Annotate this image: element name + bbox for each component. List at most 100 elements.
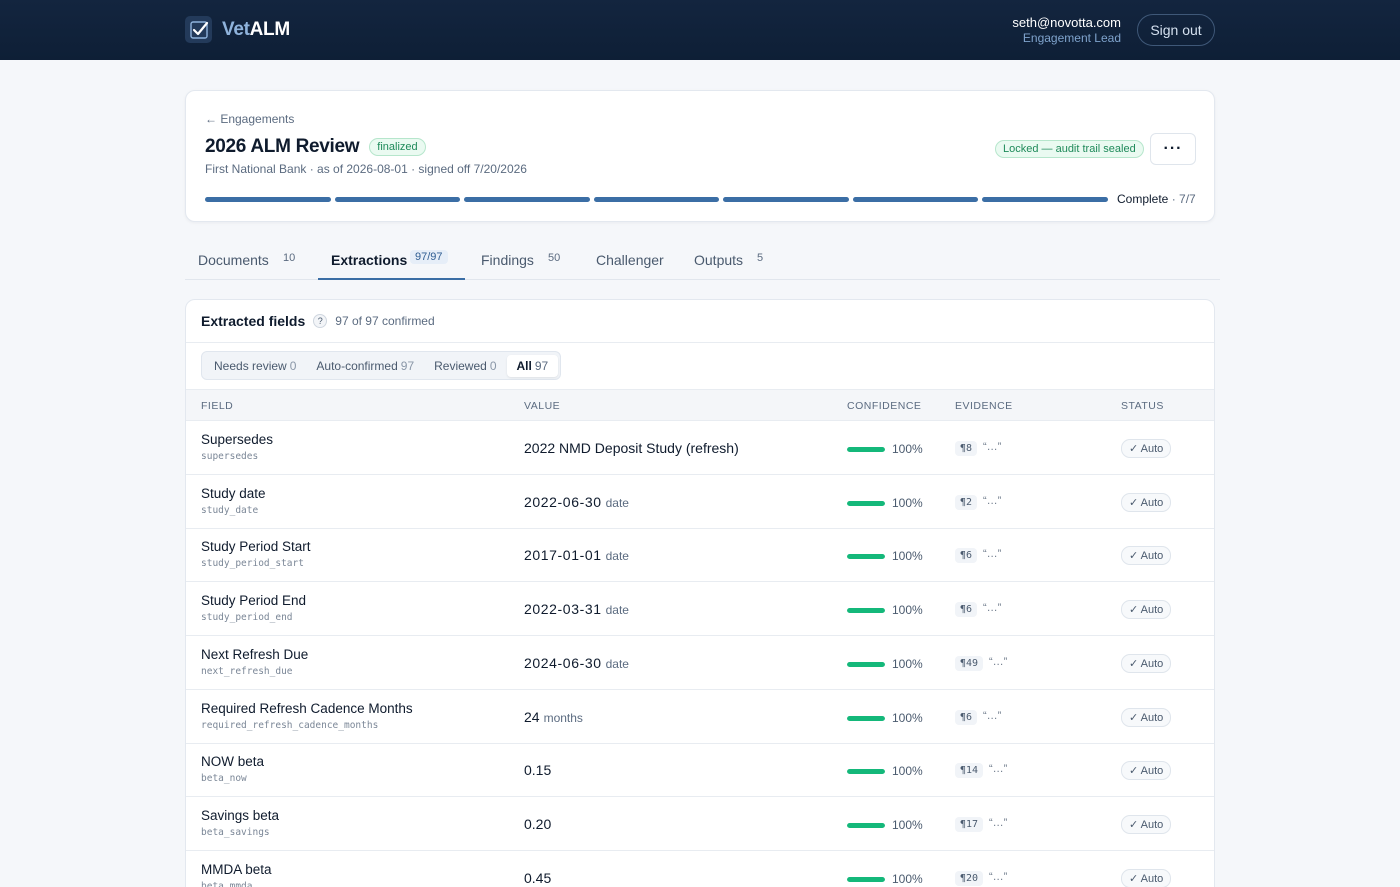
field-value-text: 2022-06-30 — [524, 493, 602, 510]
more-options-button[interactable]: ··· — [1150, 133, 1196, 165]
filter-needs-review[interactable]: Needs review 0 — [214, 358, 297, 373]
evidence-quote[interactable]: “…” — [989, 816, 1008, 829]
field-name: NOW beta — [201, 754, 265, 770]
table-row[interactable]: Savings beta beta_savings 0.20 100% ¶17 “…” ✓ … — [186, 797, 1214, 851]
field-value[interactable]: 0.20 — [524, 816, 555, 832]
field-key: supersedes — [201, 451, 259, 462]
evidence-quote[interactable]: “…” — [989, 655, 1008, 668]
table-header: FIELD VALUE CONFIDENCE EVIDENCE STATUS — [186, 389, 1214, 421]
breadcrumb-engagements[interactable]: ← Engagements — [205, 112, 295, 126]
tab-outputs[interactable]: Outputs 5 — [694, 252, 764, 268]
field-value[interactable]: 0.45 — [524, 870, 555, 886]
field-value[interactable]: 24 months — [524, 709, 583, 725]
evidence-quote[interactable]: “…” — [983, 441, 1002, 453]
help-icon[interactable]: ? — [313, 314, 328, 328]
evidence-quote[interactable]: “…” — [989, 870, 1008, 883]
evidence-paragraph-link[interactable]: ¶6 — [955, 548, 978, 564]
confidence-bar — [847, 769, 885, 775]
field-key: required_refresh_cadence_months — [201, 719, 379, 731]
column-header-evidence[interactable]: EVIDENCE — [955, 400, 1013, 412]
evidence-quote[interactable]: “…” — [989, 763, 1008, 776]
confidence-percent: 100% — [892, 764, 923, 779]
field-value[interactable]: 2024-06-30 date — [524, 655, 629, 671]
table-row[interactable]: MMDA beta beta_mmda 0.45 100% ¶20 “…” ✓ Auto — [186, 851, 1214, 887]
confidence-percent: 100% — [892, 603, 923, 618]
column-header-confidence[interactable]: CONFIDENCE — [847, 400, 922, 412]
evidence-paragraph-link[interactable]: ¶14 — [955, 763, 984, 779]
status-badge[interactable]: ✓ Auto — [1121, 439, 1172, 458]
filter-reviewed[interactable]: Reviewed 0 — [434, 358, 497, 373]
field-key: study_date — [201, 504, 259, 516]
evidence-paragraph-link[interactable]: ¶20 — [955, 870, 984, 886]
sign-out-button[interactable]: Sign out — [1137, 14, 1215, 46]
evidence-paragraph-link[interactable]: ¶49 — [955, 655, 984, 671]
field-key: beta_now — [201, 773, 247, 785]
field-value[interactable]: 0.15 — [524, 762, 555, 778]
tab-challenger[interactable]: Challenger — [596, 252, 664, 268]
field-key: beta_savings — [201, 826, 270, 838]
evidence-quote[interactable]: “…” — [983, 602, 1002, 615]
status-badge[interactable]: ✓ Auto — [1121, 600, 1172, 620]
filter-all[interactable]: All 97 — [506, 354, 559, 377]
confidence-bar-fill — [847, 554, 885, 560]
progress-segment — [982, 197, 1108, 202]
status-badge[interactable]: ✓ Auto — [1121, 492, 1172, 512]
field-name: Study date — [201, 485, 266, 501]
confidence-percent: 100% — [892, 549, 923, 564]
field-value[interactable]: 2017-01-01 date — [524, 547, 629, 563]
evidence-quote[interactable]: “…” — [983, 548, 1002, 561]
status-badge[interactable]: ✓ Auto — [1121, 814, 1172, 834]
field-name: Supersedes — [201, 432, 274, 447]
progress-segment — [852, 197, 978, 202]
progress-segment — [464, 197, 590, 202]
brand-logo[interactable]: VetALM — [185, 16, 290, 43]
progress-segment — [723, 197, 849, 202]
table-row[interactable]: Required Refresh Cadence Months required_… — [186, 690, 1214, 744]
table-row[interactable]: Next Refresh Due next_refresh_due 2024-06-… — [186, 636, 1214, 690]
field-value[interactable]: 2022-06-30 date — [524, 494, 629, 510]
evidence-quote[interactable]: “…” — [983, 494, 1002, 507]
confidence-bar-fill — [847, 769, 885, 775]
section-title: Extracted fields — [201, 313, 306, 329]
field-value-type: date — [605, 549, 629, 564]
confidence-percent: 100% — [892, 495, 923, 510]
tab-findings[interactable]: Findings 50 — [481, 252, 561, 268]
column-header-value[interactable]: VALUE — [524, 400, 561, 412]
confirmed-summary: 97 of 97 confirmed — [335, 314, 435, 328]
status-badge[interactable]: ✓ Auto — [1121, 761, 1172, 781]
evidence-paragraph-link[interactable]: ¶8 — [955, 441, 978, 456]
column-header-status[interactable]: STATUS — [1121, 400, 1164, 412]
field-value-text: 2022 NMD Deposit Study (refresh) — [524, 440, 739, 456]
page-title: 2026 ALM Review — [205, 136, 360, 157]
field-name: Required Refresh Cadence Months — [201, 700, 413, 716]
field-key: beta_mmda — [201, 880, 253, 887]
tab-documents[interactable]: Documents 10 — [198, 252, 296, 268]
evidence-paragraph-link[interactable]: ¶6 — [955, 602, 978, 618]
confidence-percent: 100% — [892, 442, 923, 456]
field-value[interactable]: 2022 NMD Deposit Study (refresh) — [524, 440, 743, 456]
field-value[interactable]: 2022-03-31 date — [524, 601, 629, 617]
progress-segment — [593, 197, 719, 202]
table-row[interactable]: Supersedes supersedes 2022 NMD Deposit Stu… — [186, 421, 1214, 475]
checkbox-logo-icon — [185, 16, 212, 43]
table-row[interactable]: Study date study_date 2022-06-30 date 100% ¶2… — [186, 475, 1214, 529]
field-value-type: date — [605, 656, 629, 671]
status-badge[interactable]: ✓ Auto — [1121, 868, 1172, 887]
field-key: next_refresh_due — [201, 665, 293, 677]
evidence-paragraph-link[interactable]: ¶2 — [955, 494, 978, 510]
status-badge[interactable]: ✓ Auto — [1121, 653, 1172, 673]
table-row[interactable]: NOW beta beta_now 0.15 100% ¶14 “…” ✓ Auto — [186, 743, 1214, 798]
evidence-quote[interactable]: “…” — [983, 709, 1002, 722]
table-row[interactable]: Study Period Start study_period_start 2017… — [186, 528, 1214, 583]
tab-extractions[interactable]: Extractions 97/97 — [318, 246, 465, 280]
table-row[interactable]: Study Period End study_period_end 2022-03-… — [186, 582, 1214, 637]
evidence-paragraph-link[interactable]: ¶17 — [955, 816, 984, 832]
column-header-field[interactable]: FIELD — [201, 400, 234, 412]
confidence-bar-fill — [847, 661, 885, 667]
evidence-paragraph-link[interactable]: ¶6 — [955, 709, 978, 725]
filter-auto-confirmed[interactable]: Auto-confirmed 97 — [316, 358, 415, 373]
status-badge[interactable]: ✓ Auto — [1121, 707, 1172, 727]
status-badge[interactable]: ✓ Auto — [1121, 546, 1172, 566]
field-value-text: 0.20 — [524, 815, 552, 832]
confidence-percent: 100% — [892, 656, 923, 671]
